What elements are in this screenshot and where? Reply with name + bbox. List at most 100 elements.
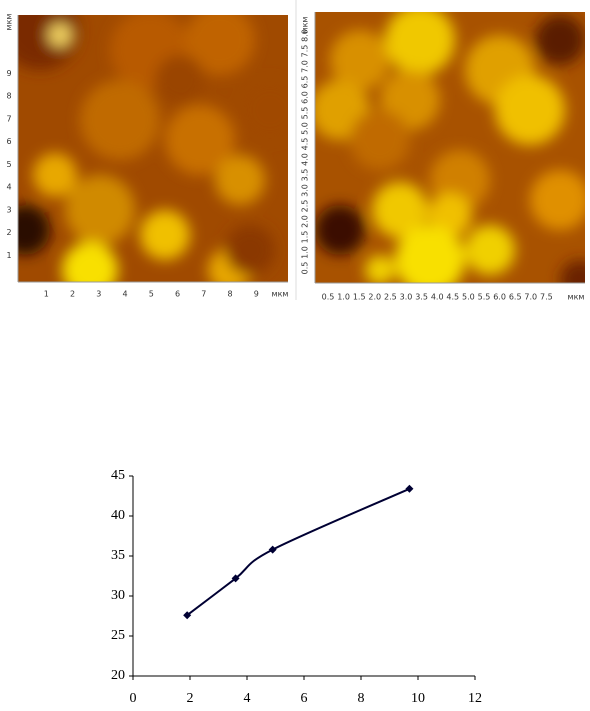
x-tick-label: 5.0 (462, 293, 475, 302)
x-tick-label: 12 (468, 691, 482, 706)
grain (65, 175, 135, 245)
y-tick-label: 7.0 (301, 60, 310, 73)
unit-label: мкм (272, 290, 289, 299)
x-tick-label: 0.5 (322, 293, 335, 302)
x-tick-label: 2.5 (384, 293, 397, 302)
y-tick-label: 40 (111, 508, 125, 523)
y-tick-label: 5.0 (301, 122, 310, 135)
y-tick-label: 8 (6, 92, 11, 101)
x-tick-label: 5 (149, 290, 154, 299)
y-tick-label: 25 (111, 628, 125, 643)
grain (330, 30, 390, 90)
grain (350, 110, 410, 170)
x-tick-label: 8 (227, 290, 232, 299)
grain (62, 242, 118, 282)
y-tick-label: 3 (6, 205, 11, 214)
x-tick-label: 7.5 (540, 293, 553, 302)
grain (33, 153, 77, 197)
grain (385, 12, 455, 75)
y-tick-label: 8.0 (301, 29, 310, 42)
y-tick-label: 45 (111, 468, 125, 483)
y-tick-label: 7 (6, 114, 11, 123)
marker (268, 545, 277, 554)
grain (80, 80, 160, 160)
unit-label: мкм (5, 14, 14, 31)
x-tick-label: 2 (187, 691, 194, 706)
afm-image-left (18, 15, 288, 282)
x-tick-label: 9 (254, 290, 259, 299)
y-tick-label: 30 (111, 588, 125, 603)
x-tick-label: 4.5 (446, 293, 459, 302)
y-tick-label: 1.0 (301, 246, 310, 259)
unit-label: мкм (301, 17, 310, 34)
grain (155, 55, 205, 105)
x-tick-label: 8 (358, 691, 365, 706)
grain (315, 205, 365, 255)
grain (225, 225, 275, 275)
x-tick-label: 2.0 (368, 293, 381, 302)
x-tick-label: 1.5 (353, 293, 366, 302)
grain (240, 80, 288, 140)
grain (48, 23, 72, 47)
x-tick-label: 3 (96, 290, 101, 299)
grain (165, 105, 235, 175)
grain (395, 225, 465, 283)
y-tick-label: 0.5 (301, 262, 310, 275)
y-tick-label: 4.5 (301, 138, 310, 151)
line (186, 487, 410, 616)
grain (465, 225, 515, 275)
afm-image-right (315, 12, 585, 283)
x-tick-label: 10 (411, 691, 425, 706)
y-tick-label: 6.5 (301, 76, 310, 89)
grain (140, 210, 190, 260)
y-tick-label: 1 (6, 251, 11, 260)
y-tick-label: 7.5 (301, 45, 310, 58)
x-tick-label: 6.0 (493, 293, 506, 302)
line-chart: 20 25 30 35 40 45 0 2 4 6 8 10 12 (111, 468, 482, 706)
grain (372, 182, 428, 238)
y-tick-label: 35 (111, 548, 125, 563)
afm-texture (18, 15, 288, 282)
y-tick-label: 5.5 (301, 107, 310, 120)
y-tick-label: 5 (6, 160, 11, 169)
y-tick-label: 6 (6, 137, 11, 146)
x-tick-label: 0 (130, 691, 137, 706)
y-tick-label: 3.5 (301, 169, 310, 182)
x-tick-label: 1.0 (337, 293, 350, 302)
marker (405, 484, 414, 493)
x-tick-label: 6 (301, 691, 308, 706)
x-tick-label: 6.5 (509, 293, 522, 302)
grain (185, 15, 255, 75)
marker (231, 574, 240, 583)
y-tick-label: 6.0 (301, 91, 310, 104)
y-tick-label: 2.0 (301, 215, 310, 228)
grain (215, 155, 265, 205)
grain (428, 193, 472, 237)
x-tick-label: 3.5 (415, 293, 428, 302)
x-tick-label: 4.0 (431, 293, 444, 302)
y-tick-label: 2 (6, 228, 11, 237)
x-tick-label: 3.0 (400, 293, 413, 302)
grain (495, 75, 565, 145)
x-tick-label: 7 (201, 290, 206, 299)
y-tick-label: 3.0 (301, 184, 310, 197)
x-tick-label: 2 (70, 290, 75, 299)
y-tick-label: 9 (6, 69, 11, 78)
x-tick-label: 4 (122, 290, 127, 299)
grain (365, 255, 395, 283)
grain (18, 205, 50, 255)
y-tick-label: 20 (111, 668, 125, 683)
afm-texture (315, 12, 585, 283)
x-tick-label: 4 (244, 691, 251, 706)
grain (535, 15, 585, 65)
y-tick-label: 1.5 (301, 231, 310, 244)
y-tick-label: 2.5 (301, 200, 310, 213)
y-tick-label: 4.0 (301, 153, 310, 166)
unit-label: мкм (568, 293, 585, 302)
grain (530, 170, 585, 230)
x-tick-label: 5.5 (478, 293, 491, 302)
x-tick-label: 6 (175, 290, 180, 299)
